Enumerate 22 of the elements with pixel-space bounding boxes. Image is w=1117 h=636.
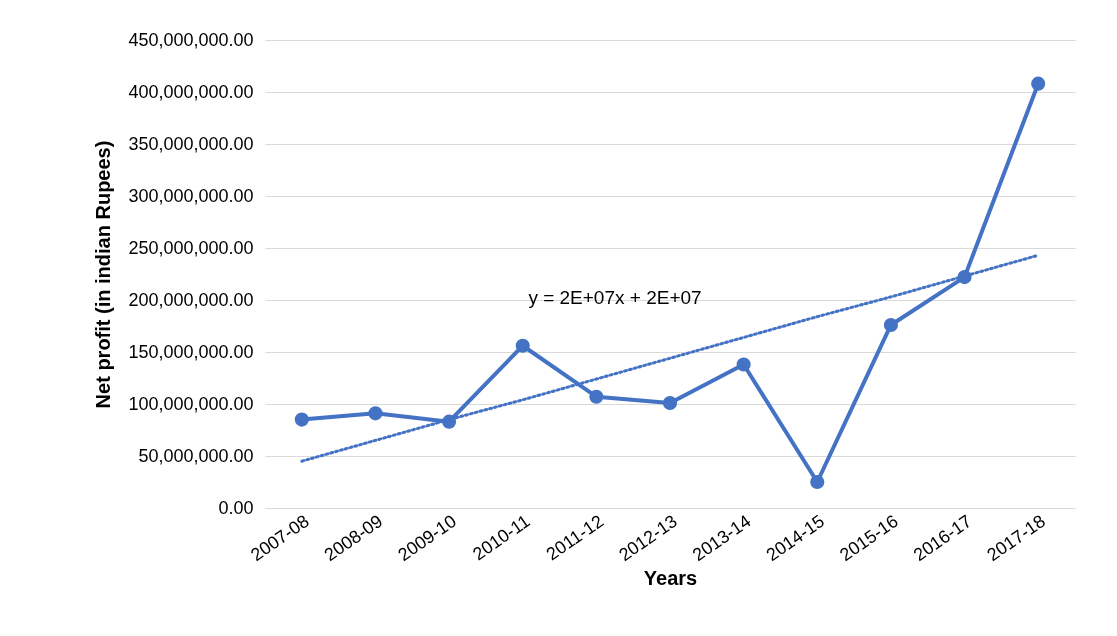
- point: [589, 389, 604, 404]
- point: [294, 412, 309, 427]
- point: [515, 338, 530, 353]
- y-tick-label: 50,000,000.00: [138, 445, 254, 466]
- annotation: y = 2E+07x + 2E+07: [528, 287, 702, 308]
- point: [810, 474, 825, 490]
- point: [368, 406, 383, 421]
- y-tick-label: 250,000,000.00: [128, 237, 254, 258]
- y-tick-label: 400,000,000.00: [128, 81, 254, 102]
- point: [662, 395, 678, 411]
- y-tick-label: 0.00: [218, 497, 254, 518]
- y-axis-title: Net profit (in indian Rupees): [92, 140, 115, 409]
- point: [736, 357, 751, 372]
- y-tick-label: 150,000,000.00: [128, 341, 254, 362]
- point: [883, 317, 898, 333]
- y-tick-label: 450,000,000.00: [128, 29, 254, 50]
- y-tick-label: 300,000,000.00: [128, 185, 254, 206]
- y-tick-label: 200,000,000.00: [128, 289, 254, 310]
- y-tick-label: 100,000,000.00: [128, 393, 254, 414]
- x-axis-title: Years: [643, 567, 698, 590]
- point: [1031, 76, 1046, 91]
- y-tick-label: 350,000,000.00: [128, 133, 254, 154]
